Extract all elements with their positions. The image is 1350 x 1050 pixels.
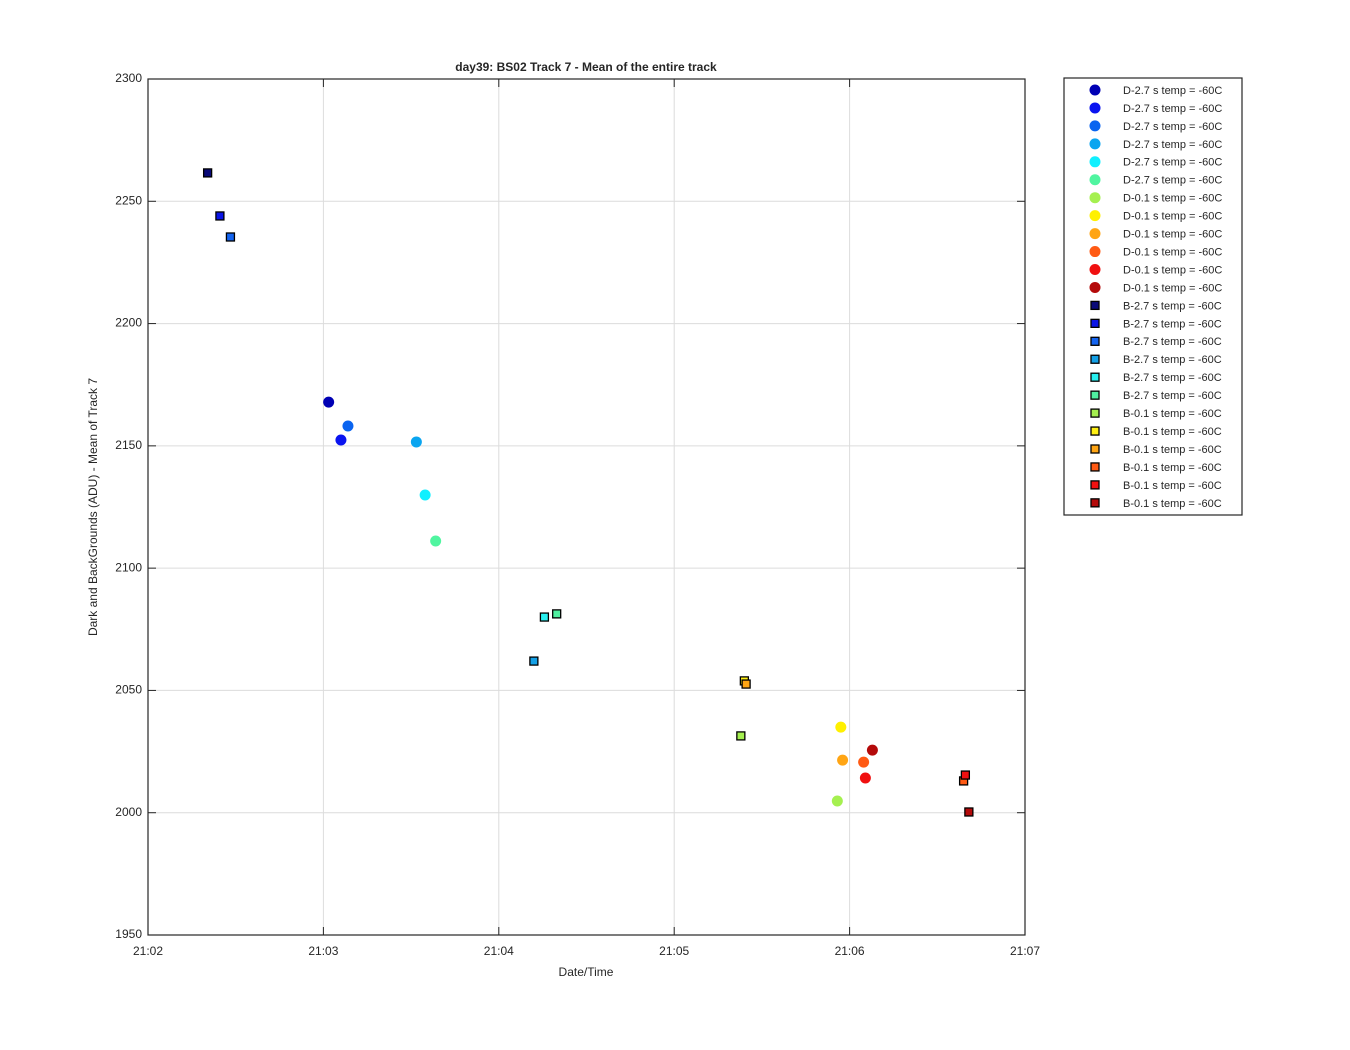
legend-marker bbox=[1089, 228, 1101, 240]
legend-label: B-2.7 s temp = -60C bbox=[1123, 336, 1222, 348]
square-marker bbox=[215, 211, 225, 221]
y-tick-label: 2050 bbox=[115, 683, 142, 697]
legend-label: B-0.1 s temp = -60C bbox=[1123, 462, 1222, 474]
circle-marker bbox=[419, 489, 431, 501]
legend-marker bbox=[1090, 462, 1100, 472]
y-tick-label: 2200 bbox=[115, 316, 142, 330]
legend-marker bbox=[1089, 138, 1101, 150]
legend-marker bbox=[1090, 354, 1100, 364]
y-tick-label: 2100 bbox=[115, 560, 142, 574]
circle-marker bbox=[859, 772, 871, 784]
legend-label: B-0.1 s temp = -60C bbox=[1123, 480, 1222, 492]
legend-label: D-2.7 s temp = -60C bbox=[1123, 139, 1222, 151]
square-marker bbox=[225, 232, 236, 242]
legend-label: D-2.7 s temp = -60C bbox=[1123, 175, 1222, 187]
legend-marker bbox=[1089, 246, 1101, 258]
legend-label: B-0.1 s temp = -60C bbox=[1123, 498, 1222, 510]
square-marker bbox=[964, 807, 974, 817]
legend-label: B-0.1 s temp = -60C bbox=[1123, 444, 1222, 456]
legend-label: B-2.7 s temp = -60C bbox=[1123, 354, 1222, 366]
legend-label: D-0.1 s temp = -60C bbox=[1123, 282, 1222, 294]
legend-marker bbox=[1090, 336, 1100, 346]
square-marker bbox=[529, 656, 539, 666]
circle-marker bbox=[335, 434, 347, 446]
legend-marker bbox=[1089, 120, 1101, 132]
legend-marker bbox=[1089, 156, 1101, 168]
legend-label: D-0.1 s temp = -60C bbox=[1123, 193, 1222, 205]
legend-marker bbox=[1090, 480, 1100, 490]
legend-marker bbox=[1090, 408, 1100, 418]
legend-label: D-2.7 s temp = -60C bbox=[1123, 157, 1222, 169]
legend-marker bbox=[1089, 84, 1101, 96]
legend-label: D-2.7 s temp = -60C bbox=[1123, 85, 1222, 97]
circle-marker bbox=[866, 744, 878, 756]
legend-label: B-2.7 s temp = -60C bbox=[1123, 300, 1222, 312]
legend-label: D-0.1 s temp = -60C bbox=[1123, 211, 1222, 223]
x-tick-label: 21:03 bbox=[308, 944, 338, 958]
legend-marker bbox=[1089, 210, 1101, 222]
legend-marker bbox=[1090, 444, 1100, 454]
circle-marker bbox=[342, 420, 354, 432]
legend-label: D-0.1 s temp = -60C bbox=[1123, 264, 1222, 276]
y-tick-label: 1950 bbox=[115, 927, 142, 941]
square-marker bbox=[741, 679, 751, 689]
x-tick-label: 21:06 bbox=[835, 944, 865, 958]
chart-title: day39: BS02 Track 7 - Mean of the entire… bbox=[455, 60, 717, 74]
x-axis-label: Date/Time bbox=[559, 965, 614, 979]
circle-marker bbox=[837, 754, 849, 766]
legend-label: D-2.7 s temp = -60C bbox=[1123, 121, 1222, 133]
legend-marker bbox=[1089, 102, 1101, 114]
legend: D-2.7 s temp = -60C D-2.7 s temp = -60C D-… bbox=[1089, 84, 1222, 510]
legend-label: B-2.7 s temp = -60C bbox=[1123, 372, 1222, 384]
square-marker bbox=[539, 612, 550, 622]
square-marker bbox=[736, 731, 746, 741]
x-tick-label: 21:04 bbox=[484, 944, 514, 958]
legend-box bbox=[1063, 77, 1243, 516]
y-tick-label: 2150 bbox=[115, 438, 142, 452]
x-tick-label: 21:05 bbox=[659, 944, 689, 958]
legend-marker bbox=[1090, 498, 1100, 508]
y-axis-label: Dark and BackGrounds (ADU) - Mean of Tra… bbox=[86, 378, 100, 636]
plot-frame bbox=[147, 78, 1026, 936]
legend-marker bbox=[1089, 174, 1101, 186]
legend-marker bbox=[1089, 281, 1101, 293]
circle-marker bbox=[410, 436, 422, 448]
legend-label: B-0.1 s temp = -60C bbox=[1123, 408, 1222, 420]
circle-marker bbox=[831, 795, 843, 807]
legend-label: D-0.1 s temp = -60C bbox=[1123, 229, 1222, 241]
plot-area bbox=[148, 79, 1025, 935]
y-tick-label: 2250 bbox=[115, 193, 142, 207]
legend-marker bbox=[1090, 390, 1100, 400]
legend-label: B-2.7 s temp = -60C bbox=[1123, 318, 1222, 330]
square-marker bbox=[960, 770, 971, 780]
y-tick-label: 2000 bbox=[115, 805, 142, 819]
legend-label: B-2.7 s temp = -60C bbox=[1123, 390, 1222, 402]
legend-label: B-0.1 s temp = -60C bbox=[1123, 426, 1222, 438]
square-marker bbox=[202, 168, 213, 178]
legend-marker bbox=[1090, 372, 1100, 382]
square-marker bbox=[552, 609, 562, 619]
legend-marker bbox=[1089, 192, 1101, 204]
y-tick-label: 2300 bbox=[115, 71, 142, 85]
legend-marker bbox=[1089, 264, 1101, 275]
legend-label: D-0.1 s temp = -60C bbox=[1123, 246, 1222, 258]
legend-marker bbox=[1090, 318, 1100, 329]
legend-label: D-2.7 s temp = -60C bbox=[1123, 103, 1222, 115]
circle-marker bbox=[858, 756, 870, 768]
legend-marker bbox=[1090, 426, 1100, 436]
x-tick-label: 21:02 bbox=[133, 944, 163, 958]
circle-marker bbox=[430, 535, 442, 547]
circle-marker bbox=[835, 721, 847, 733]
legend-marker bbox=[1090, 300, 1100, 311]
x-tick-label: 21:07 bbox=[1010, 944, 1040, 958]
circle-marker bbox=[323, 396, 335, 408]
